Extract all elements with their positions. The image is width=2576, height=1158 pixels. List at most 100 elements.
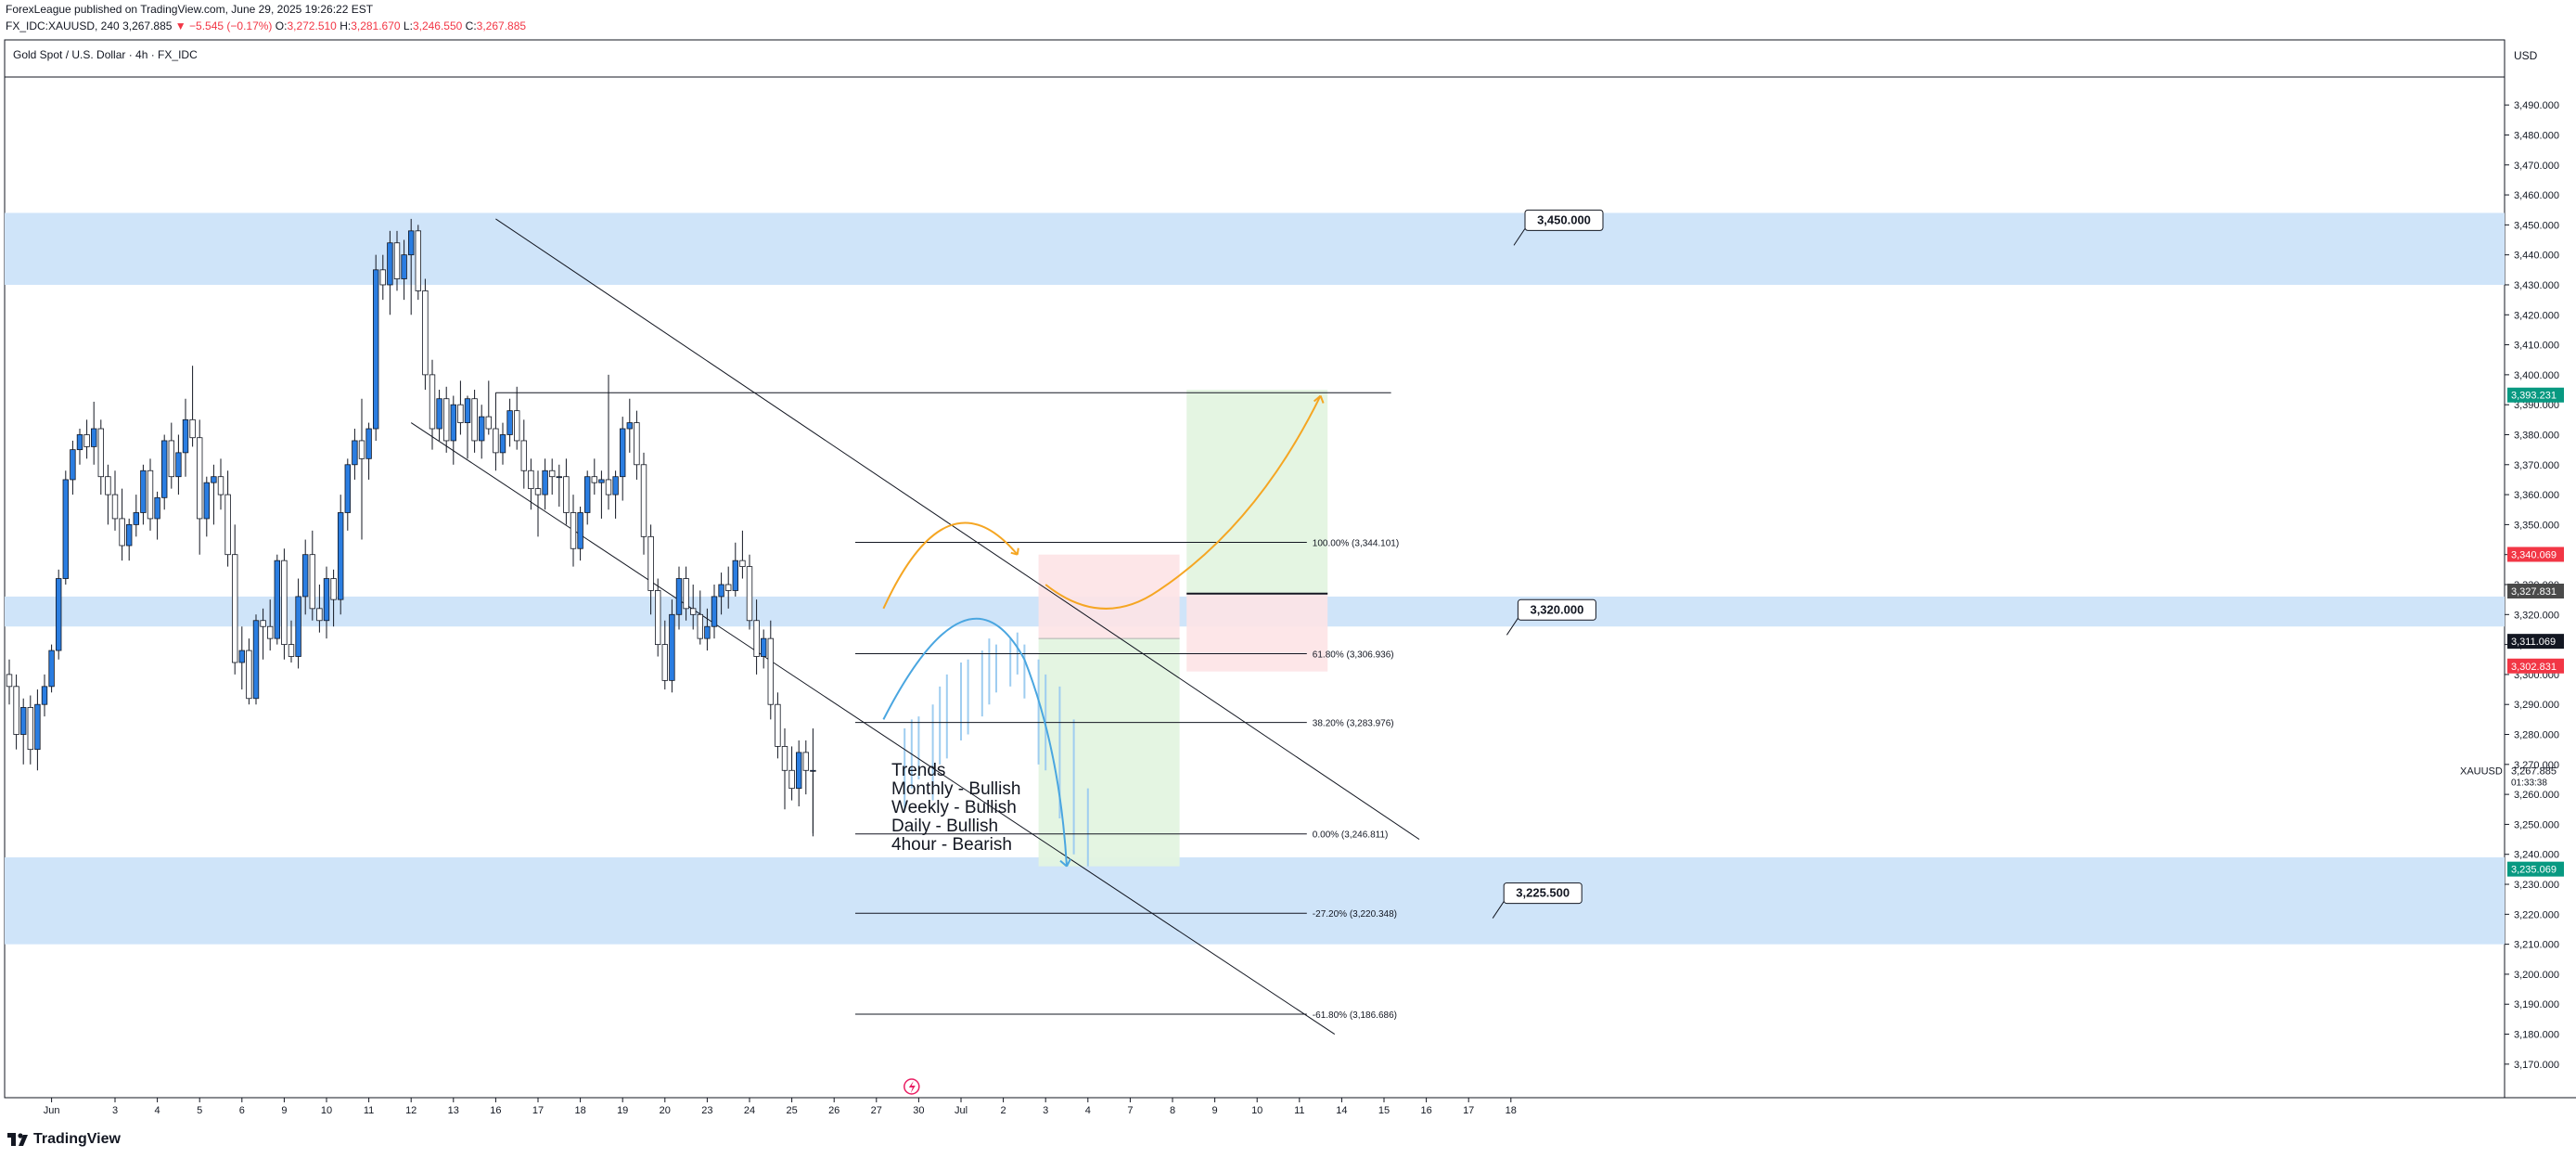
candle[interactable] <box>788 769 795 790</box>
candle[interactable] <box>690 608 697 615</box>
candle[interactable] <box>309 554 315 610</box>
candle[interactable] <box>372 269 379 430</box>
position-stop-zone[interactable] <box>1038 554 1180 639</box>
candle[interactable] <box>231 554 238 663</box>
candle[interactable] <box>91 428 97 447</box>
candle[interactable] <box>429 374 436 430</box>
position-target-zone[interactable] <box>1038 638 1180 867</box>
candle[interactable] <box>767 637 774 705</box>
candle[interactable] <box>810 769 816 772</box>
candle[interactable] <box>520 440 527 471</box>
candle[interactable] <box>479 416 485 442</box>
candle[interactable] <box>160 440 168 498</box>
candle[interactable] <box>111 494 119 520</box>
channel-trendline[interactable] <box>410 422 1336 1035</box>
candle[interactable] <box>626 422 633 430</box>
candle[interactable] <box>493 428 499 454</box>
candle[interactable] <box>19 707 27 735</box>
candle[interactable] <box>352 440 358 466</box>
candle[interactable] <box>675 578 683 615</box>
candle[interactable] <box>422 290 429 376</box>
candle[interactable] <box>387 242 393 286</box>
candle[interactable] <box>281 560 288 646</box>
candle[interactable] <box>196 437 203 520</box>
candle[interactable] <box>393 242 401 279</box>
candle[interactable] <box>379 269 386 286</box>
candle[interactable] <box>203 482 210 520</box>
level-callout[interactable] <box>1503 882 1583 905</box>
candle[interactable] <box>323 578 330 622</box>
candle[interactable] <box>252 620 260 700</box>
candle[interactable] <box>140 470 147 513</box>
candle[interactable] <box>528 470 534 490</box>
candle[interactable] <box>563 476 570 513</box>
candle[interactable] <box>612 476 619 495</box>
candle[interactable] <box>83 434 90 447</box>
candle[interactable] <box>238 650 245 663</box>
candle[interactable] <box>27 707 33 751</box>
candle[interactable] <box>506 410 513 435</box>
candle[interactable] <box>358 440 365 459</box>
candle[interactable] <box>647 535 654 591</box>
candle[interactable] <box>168 440 174 478</box>
position-target-zone[interactable] <box>1186 390 1328 594</box>
candle[interactable] <box>6 674 13 688</box>
candle[interactable] <box>133 512 139 525</box>
candle[interactable] <box>732 560 738 591</box>
candle[interactable] <box>620 428 626 478</box>
candle[interactable] <box>577 512 583 549</box>
candle[interactable] <box>407 230 415 256</box>
candle[interactable] <box>669 613 675 681</box>
candle[interactable] <box>802 752 809 771</box>
channel-trendline[interactable] <box>495 218 1420 840</box>
candle[interactable] <box>485 416 492 430</box>
candle[interactable] <box>70 449 76 481</box>
candle[interactable] <box>704 625 711 639</box>
candle[interactable] <box>457 404 464 423</box>
candle[interactable] <box>344 464 351 513</box>
candle[interactable] <box>549 470 556 478</box>
chart-frame[interactable]: Gold Spot / U.S. Dollar · 4h · FX_IDC US… <box>0 37 2576 1121</box>
support-resistance-zone[interactable] <box>5 856 2505 945</box>
candle[interactable] <box>605 479 612 495</box>
candle[interactable] <box>337 512 344 600</box>
orange-path-arrow[interactable] <box>1044 395 1322 610</box>
candle[interactable] <box>105 476 111 495</box>
candle[interactable] <box>450 404 456 442</box>
candle[interactable] <box>147 470 154 520</box>
candle[interactable] <box>41 686 48 705</box>
candle[interactable] <box>436 398 442 430</box>
price-chart[interactable]: Gold Spot / U.S. Dollar · 4h · FX_IDC US… <box>0 37 2576 1121</box>
candle[interactable] <box>125 523 133 547</box>
candle[interactable] <box>739 560 746 568</box>
candle[interactable] <box>514 410 520 442</box>
candle[interactable] <box>570 512 577 549</box>
candle[interactable] <box>775 703 781 747</box>
candle[interactable] <box>211 476 217 483</box>
tradingview-logo[interactable]: TradingView <box>7 1131 121 1148</box>
level-callout[interactable] <box>1524 209 1604 231</box>
candle[interactable] <box>301 554 309 598</box>
candle[interactable] <box>175 452 182 478</box>
candle[interactable] <box>224 494 231 556</box>
blue-path-arrow[interactable] <box>882 617 1068 867</box>
candle[interactable] <box>76 434 83 451</box>
candle[interactable] <box>753 620 760 657</box>
candle[interactable] <box>725 584 732 591</box>
candle[interactable] <box>781 746 788 771</box>
candle[interactable] <box>48 650 55 688</box>
candle[interactable] <box>718 584 724 598</box>
candle[interactable] <box>661 644 668 681</box>
candle[interactable] <box>56 578 62 651</box>
candle[interactable] <box>119 518 125 547</box>
candle[interactable] <box>640 464 647 537</box>
orange-path-arrow[interactable] <box>882 521 1019 610</box>
candle[interactable] <box>260 620 266 627</box>
candle[interactable] <box>97 428 104 478</box>
candle[interactable] <box>796 752 802 790</box>
candle[interactable] <box>598 479 605 483</box>
candle[interactable] <box>415 230 421 291</box>
candle[interactable] <box>556 476 562 479</box>
candle[interactable] <box>13 686 19 735</box>
candle[interactable] <box>266 625 274 639</box>
